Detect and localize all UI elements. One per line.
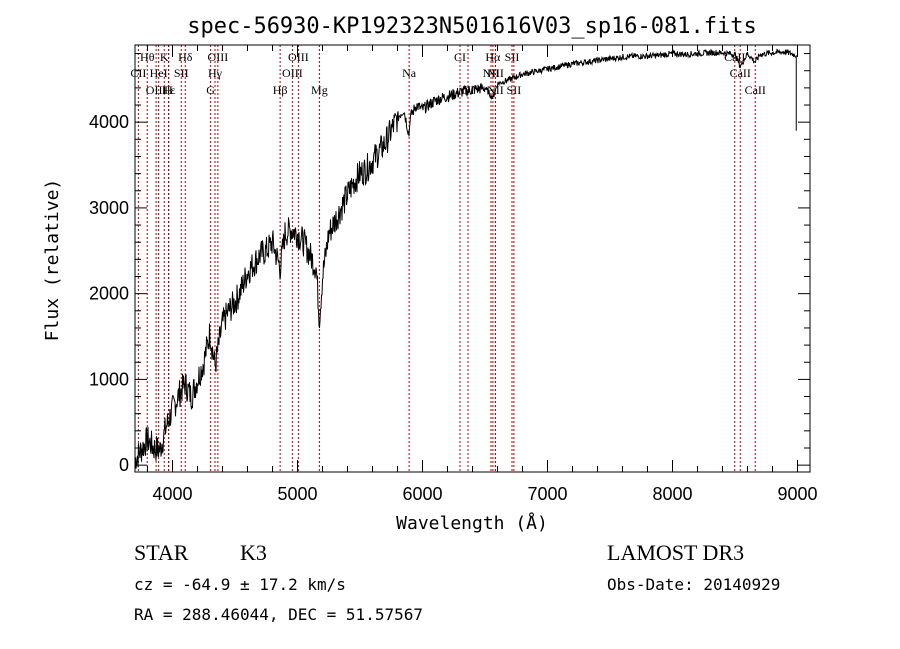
y-tick-label-4: 4000 [89,112,129,132]
line-label-4: OIII [288,50,309,64]
x-axis-label: Wavelength (Å) [396,512,548,534]
flux-series-line [134,48,797,469]
coordinates: RA = 288.46044, DEC = 51.57567 [134,605,423,624]
object-subclass: K3 [240,540,267,565]
x-tick-label-1: 5000 [277,484,317,504]
survey-name: LAMOST DR3 [607,540,745,565]
line-label-18: OIII [146,83,167,97]
x-tick-label-3: 7000 [527,484,567,504]
line-label-17: CaII [730,66,751,80]
x-tick-label-5: 9000 [777,484,817,504]
line-label-20: H [164,83,173,97]
y-tick-label-3: 3000 [89,198,129,218]
y-axis-label: Flux (relative) [42,179,63,342]
redshift-value: cz = -64.9 ± 17.2 km/s [134,575,346,594]
line-label-5: CI [454,50,466,64]
line-label-0: Hθ [140,50,155,64]
plot-frame [134,44,811,473]
y-tick-label-0: 0 [119,455,129,475]
axes-ticks: 4000 5000 6000 7000 8000 9000 0 1000 2000 3000 400… [89,45,818,504]
object-class: STAR [134,540,189,565]
spectral-line-markers: Hθ K Hδ OIII OIII CI Hα SII CaII CII HeI SII Hγ OIII N… [130,45,766,472]
line-label-22: Hβ [273,83,288,97]
line-label-2: Hδ [178,50,193,64]
x-tick-label-0: 4000 [152,484,192,504]
line-label-12: Hγ [208,66,223,80]
line-label-21: G [206,83,215,97]
line-label-27: CaII [745,83,766,97]
line-label-3: OIII [208,50,229,64]
line-label-11: SII [174,66,189,80]
line-label-14: Na [402,66,417,80]
line-label-10: HeI [150,66,168,80]
y-tick-label-2: 2000 [89,284,129,304]
obs-date: Obs-Date: 20140929 [607,575,781,594]
line-label-9: CII [130,66,146,80]
line-label-13: OIII [282,66,303,80]
line-label-26: SII [507,83,522,97]
line-label-6: Hα [485,50,501,64]
line-label-1: K [160,50,169,64]
line-label-23: Mg [311,83,328,97]
plot-area [134,44,811,473]
x-tick-label-2: 6000 [402,484,442,504]
y-tick-label-1: 1000 [89,369,129,389]
x-tick-label-4: 8000 [652,484,692,504]
chart-title: spec-56930-KP192323N501616V03_sp16-081.f… [187,14,757,39]
line-label-7: SII [505,50,520,64]
